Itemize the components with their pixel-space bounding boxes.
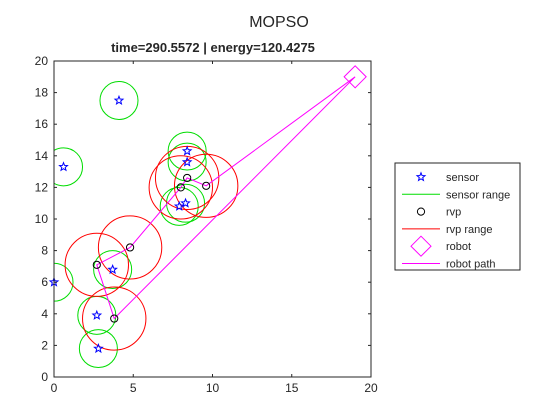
x-tick-label: 20 [364,381,378,395]
sensor-range-circle [54,262,74,302]
chart-title: time=290.5572 | energy=120.4275 [111,40,315,55]
rvp-range-circle [82,286,147,351]
sensor-marker [180,197,191,208]
sensor-marker [181,156,193,167]
robot-marker [343,65,367,89]
legend-symbol-robot [410,235,432,257]
sensor-range-circle [166,183,206,223]
y-tick-label: 0 [41,370,48,384]
y-tick-label: 6 [41,275,48,289]
legend-label-robot: robot [446,241,471,253]
sensor-marker [113,94,125,106]
legend: sensor sensor range rvp rvp range robot robot… [394,162,521,271]
sensor-marker [58,161,69,172]
figure-title: MOPSO [249,14,309,31]
legend-box [394,162,521,271]
y-tick-label: 2 [41,338,48,352]
rvp-range-circle [173,153,239,218]
legend-label-sensor: sensor [446,172,479,184]
y-tick-label: 10 [35,212,49,226]
legend-symbol-sensor [415,171,427,182]
legend-label-sensor-range: sensor range [446,189,510,201]
rvp-marker [92,260,101,269]
sensor-marker [93,342,104,354]
y-tick-label: 16 [35,117,49,131]
x-tick-label: 0 [51,381,58,395]
x-tick-label: 5 [130,381,137,395]
y-tick-label: 8 [41,244,48,258]
rvp-marker [183,173,192,183]
sensor-range-circle [159,186,199,226]
x-tick-label: 10 [206,381,220,395]
sensor-range-circle [99,81,139,120]
y-tick-label: 14 [35,149,49,163]
sensor-range-circle [167,131,207,171]
sensor-marker [181,145,193,156]
rvp-range-circle [97,215,163,280]
legend-symbol-rvp [416,207,426,216]
y-tick-label: 12 [35,180,49,194]
sensor-range-circle [78,329,118,369]
rvp-marker [110,314,119,323]
tick-layer: 0 5 10 15 20 0 2 4 6 8 10 12 14 16 18 20 [35,54,378,395]
sensor-range-circle [93,250,133,290]
y-tick-label: 20 [35,54,49,68]
sensor-range-circle [54,147,84,187]
rvp-marker [176,183,185,192]
legend-label-rvp: rvp [446,207,461,219]
sensor-marker [91,309,103,320]
rvp-range-circle [148,155,214,220]
legend-label-robot-path: robot path [446,259,496,271]
x-tick-label: 15 [285,381,299,395]
sensor-marker [173,200,185,211]
y-tick-label: 18 [35,86,49,100]
y-tick-label: 4 [41,307,48,321]
rvp-range-circle [64,232,129,297]
rvp-marker [125,243,135,252]
legend-label-rvp-range: rvp range [446,224,492,236]
sensor-marker [107,263,118,275]
rvp-marker [202,181,211,190]
legend-items: sensor sensor range rvp rvp range robot robot… [402,171,510,271]
